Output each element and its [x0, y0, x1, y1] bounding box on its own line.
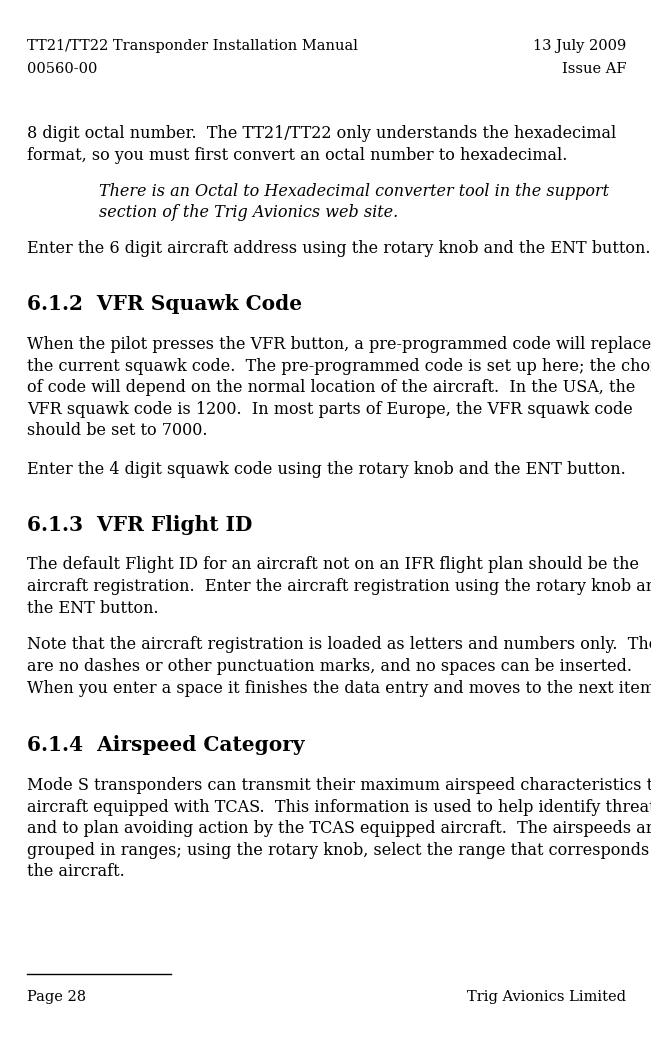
Text: The default Flight ID for an aircraft not on an IFR flight plan should be the
ai: The default Flight ID for an aircraft no…: [27, 556, 651, 617]
Text: 6.1.3  VFR Flight ID: 6.1.3 VFR Flight ID: [27, 514, 253, 535]
Text: TT21/TT22 Transponder Installation Manual: TT21/TT22 Transponder Installation Manua…: [27, 39, 358, 52]
Text: Mode S transponders can transmit their maximum airspeed characteristics to
aircr: Mode S transponders can transmit their m…: [27, 776, 651, 880]
Text: Trig Avionics Limited: Trig Avionics Limited: [467, 990, 626, 1003]
Text: 6.1.2  VFR Squawk Code: 6.1.2 VFR Squawk Code: [27, 295, 303, 315]
Text: Issue AF: Issue AF: [562, 62, 626, 75]
Text: Enter the 6 digit aircraft address using the rotary knob and the ENT button.: Enter the 6 digit aircraft address using…: [27, 240, 651, 257]
Text: 13 July 2009: 13 July 2009: [533, 39, 626, 52]
Text: 8 digit octal number.  The TT21/TT22 only understands the hexadecimal
format, so: 8 digit octal number. The TT21/TT22 only…: [27, 125, 616, 164]
Text: When the pilot presses the VFR button, a pre-programmed code will replace
the cu: When the pilot presses the VFR button, a…: [27, 336, 651, 439]
Text: 00560-00: 00560-00: [27, 62, 98, 75]
Text: 6.1.4  Airspeed Category: 6.1.4 Airspeed Category: [27, 736, 305, 756]
Text: Page 28: Page 28: [27, 990, 87, 1003]
Text: Note that the aircraft registration is loaded as letters and numbers only.  Ther: Note that the aircraft registration is l…: [27, 636, 651, 697]
Text: Enter the 4 digit squawk code using the rotary knob and the ENT button.: Enter the 4 digit squawk code using the …: [27, 461, 626, 478]
Text: There is an Octal to Hexadecimal converter tool in the support
section of the Tr: There is an Octal to Hexadecimal convert…: [99, 183, 609, 222]
